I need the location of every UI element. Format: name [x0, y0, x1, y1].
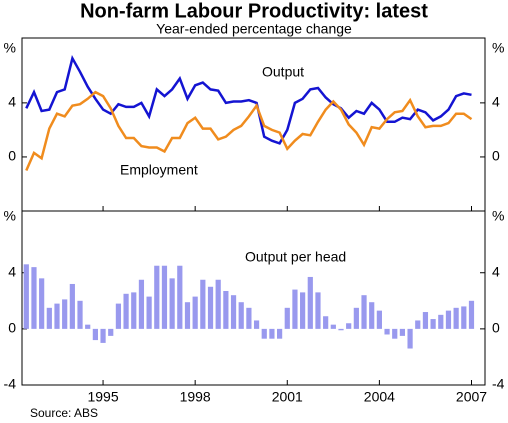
bar: [108, 328, 114, 336]
y-tick-label: 0: [8, 320, 16, 336]
source: Source: ABS: [30, 406, 98, 420]
bar: [445, 310, 452, 329]
line: [25, 54, 472, 145]
y-tick-label: 4: [8, 94, 16, 110]
bar: [69, 283, 75, 329]
y-tick-label: 4: [8, 263, 16, 279]
bar: [192, 296, 198, 329]
y-tick-label: 0: [8, 148, 16, 164]
bar: [23, 264, 29, 329]
series-label: Employment: [120, 162, 198, 178]
line: [25, 90, 473, 172]
bar: [200, 279, 206, 329]
chart-subtitle: Year-ended percentage change: [156, 21, 352, 37]
bar: [115, 303, 122, 329]
bar: [323, 316, 329, 329]
bar: [92, 328, 98, 341]
series-label: Output per head: [245, 249, 346, 265]
bar: [468, 300, 475, 329]
x-tick-label: 2004: [364, 389, 395, 405]
bar: [438, 314, 444, 329]
bar: [399, 328, 406, 336]
y2-tick-label: 0: [492, 148, 500, 164]
y2-tick-label: 0: [492, 320, 500, 336]
bar: [207, 286, 214, 329]
bar: [461, 306, 467, 329]
x-tick-label: 2001: [272, 389, 303, 405]
bar: [62, 299, 68, 329]
bar: [330, 324, 336, 329]
bar: [46, 307, 52, 329]
y-tick-label: %: [4, 207, 16, 223]
y2-tick-label: %: [492, 40, 504, 56]
bar: [376, 310, 382, 329]
bar: [353, 307, 359, 329]
bar: [269, 328, 275, 339]
bar: [307, 276, 313, 329]
chart-title: Non-farm Labour Productivity: latest: [80, 0, 428, 22]
y-tick-label: -4: [4, 376, 17, 392]
y2-tick-label: -4: [492, 376, 505, 392]
bar: [369, 302, 375, 329]
bar: [253, 320, 260, 329]
bar: [453, 307, 459, 329]
bar: [31, 267, 37, 329]
bar: [407, 328, 413, 349]
bar: [123, 293, 129, 329]
y2-tick-label: 4: [492, 263, 500, 279]
bar: [223, 290, 229, 329]
bar: [361, 295, 367, 329]
bar: [284, 307, 290, 329]
bar: [77, 300, 83, 329]
bar: [338, 328, 344, 331]
bar: [430, 319, 436, 329]
bar: [415, 320, 421, 329]
bar: [346, 323, 352, 329]
bar: [238, 302, 244, 329]
bar: [300, 292, 306, 329]
bar: [215, 279, 221, 329]
bar: [100, 328, 106, 343]
bar: [392, 328, 398, 339]
bar: [85, 324, 91, 329]
bar: [146, 296, 152, 329]
bar: [422, 312, 429, 329]
bar: [315, 292, 321, 329]
bar: [261, 328, 267, 339]
bar: [292, 289, 298, 329]
bar: [39, 278, 45, 329]
bar: [246, 307, 252, 329]
bar: [169, 278, 175, 329]
x-tick-label: 2007: [456, 389, 487, 405]
y-tick-label: %: [4, 40, 16, 56]
y2-tick-label: 4: [492, 94, 500, 110]
bar: [177, 265, 183, 329]
bar: [154, 265, 160, 329]
bar: [184, 302, 191, 329]
bar: [161, 265, 168, 329]
x-tick-label: 1995: [87, 389, 118, 405]
bar: [384, 328, 390, 335]
bar: [54, 303, 60, 329]
bar: [276, 328, 283, 339]
bar: [131, 292, 137, 329]
y2-tick-label: %: [492, 207, 504, 223]
bar: [230, 295, 237, 329]
x-tick-label: 1998: [180, 389, 211, 405]
series-label: Output: [262, 64, 304, 80]
bar: [138, 279, 145, 329]
